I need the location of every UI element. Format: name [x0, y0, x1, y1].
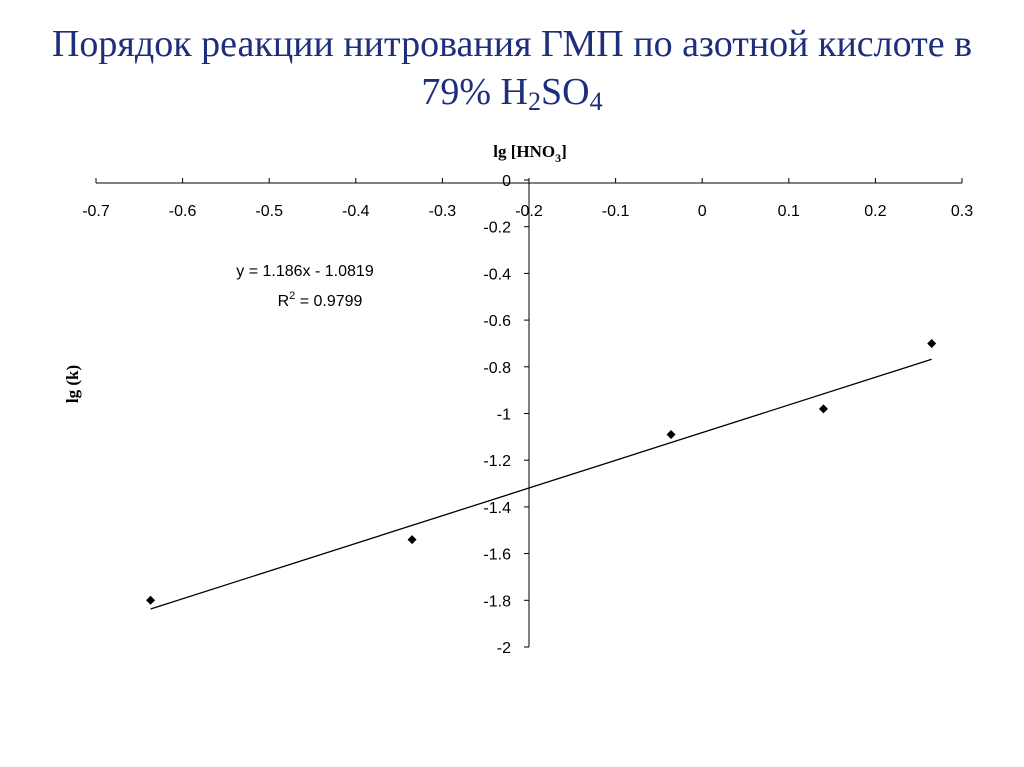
x-axis-title: lg [HNO3]: [493, 142, 567, 165]
data-point: [666, 430, 676, 440]
title-mid: SO: [541, 71, 590, 113]
data-point: [407, 535, 417, 545]
slide-title: Порядок реакции нитрования ГМП по азотно…: [0, 20, 1024, 116]
data-point: [146, 595, 156, 605]
y-axis-title: lg (k): [63, 365, 82, 403]
y-tick-labels: 0 -0.2 -0.4 -0.6 -0.8 -1 -1.2 -1.4 -1.6 -1.8 -2: [483, 173, 511, 657]
y-tick-label: -1.4: [483, 500, 511, 517]
y-tick-label: -0.2: [483, 220, 511, 237]
x-tick-label: 0.3: [951, 203, 973, 220]
data-points: [146, 338, 937, 605]
slide-title-line2: 79% H2SO4: [0, 68, 1024, 116]
x-tick-label: -0.7: [82, 203, 110, 220]
x-axis-title-sub: 3: [555, 151, 561, 165]
x-tick-label: 0: [698, 203, 707, 220]
trendline: [150, 358, 932, 610]
x-tick-label: -0.3: [429, 203, 457, 220]
data-point: [818, 404, 828, 414]
x-tick-label: -0.4: [342, 203, 370, 220]
title-sub-2: 4: [589, 87, 603, 116]
x-tick-labels: -0.7 -0.6 -0.5 -0.4 -0.3 -0.2 -0.1 0 0.1 0.2 0.3: [82, 203, 973, 220]
y-tick-label: -0.8: [483, 360, 511, 377]
trendline-equation: y = 1.186x - 1.0819: [236, 263, 374, 280]
y-tick-label: -1.8: [483, 593, 511, 610]
y-tick-label: 0: [502, 173, 511, 190]
y-tick-label: -0.4: [483, 266, 511, 283]
y-tick-label: -0.6: [483, 313, 511, 330]
title-prefix: 79% H: [421, 71, 529, 113]
x-tick-label: -0.6: [169, 203, 197, 220]
trendline-group: [150, 358, 932, 610]
x-tick-label: -0.1: [602, 203, 630, 220]
y-tick-label: -2: [497, 640, 511, 657]
slide-title-line1: Порядок реакции нитрования ГМП по азотно…: [51, 23, 973, 65]
x-tick-label: 0.2: [864, 203, 886, 220]
x-tick-label: -0.5: [255, 203, 283, 220]
r-squared-sup: 2: [289, 290, 295, 302]
y-tick-label: -1.6: [483, 547, 511, 564]
x-tick-label: 0.1: [778, 203, 800, 220]
y-tick-label: -1.2: [483, 453, 511, 470]
x-tick-label: -0.2: [515, 203, 543, 220]
data-point: [927, 338, 937, 348]
axes: [95, 178, 963, 648]
title-sub-1: 2: [528, 87, 542, 116]
y-tick-label: -1: [497, 407, 511, 424]
r-squared-label: R2 = 0.9799: [278, 290, 363, 310]
